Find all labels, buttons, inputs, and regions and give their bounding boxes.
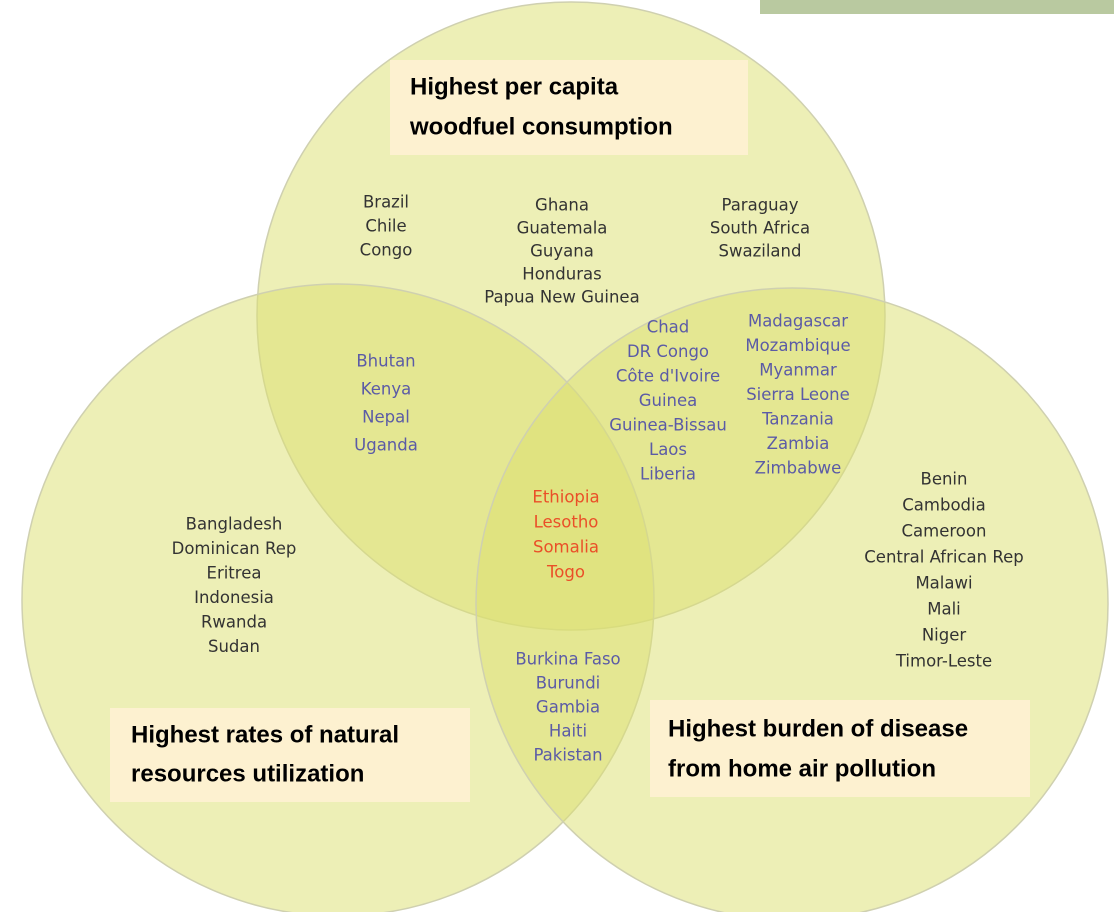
country: Cambodia	[902, 496, 985, 515]
country: Myanmar	[759, 361, 837, 380]
country: Chile	[365, 217, 406, 236]
country: Paraguay	[721, 196, 798, 215]
country: Haiti	[549, 722, 587, 741]
country: Sierra Leone	[746, 385, 850, 404]
country: Congo	[360, 241, 413, 260]
country: Laos	[649, 440, 687, 459]
photo-edge	[760, 0, 1114, 14]
country: Lesotho	[534, 513, 599, 532]
country: Togo	[546, 563, 585, 582]
country: Gambia	[536, 698, 600, 717]
country: Papua New Guinea	[484, 288, 639, 307]
country: Eritrea	[207, 564, 262, 583]
country: Malawi	[915, 574, 972, 593]
country: Tanzania	[761, 410, 834, 429]
country: Burkina Faso	[515, 650, 620, 669]
set-label: from home air pollution	[668, 755, 936, 782]
country: South Africa	[710, 219, 810, 238]
set-label: Highest per capita	[410, 73, 619, 100]
country: Timor-Leste	[895, 652, 992, 671]
country: Guinea	[639, 391, 698, 410]
country: Guinea-Bissau	[609, 416, 727, 435]
country: Sudan	[208, 637, 260, 656]
country: Brazil	[363, 193, 409, 212]
country: Honduras	[522, 265, 601, 284]
country: Kenya	[361, 380, 411, 399]
set-circle	[476, 288, 1108, 912]
country: Pakistan	[533, 746, 602, 765]
country: Uganda	[354, 436, 418, 455]
country: Zimbabwe	[755, 459, 842, 478]
country: DR Congo	[627, 342, 709, 361]
country: Zambia	[767, 434, 830, 453]
country: Guyana	[530, 242, 594, 261]
country: Swaziland	[719, 242, 802, 261]
set-label: Highest rates of natural	[131, 721, 399, 748]
country: Chad	[647, 318, 690, 337]
country: Niger	[922, 626, 967, 645]
set-label: Highest burden of disease	[668, 715, 968, 742]
set-label: woodfuel consumption	[409, 113, 673, 140]
country: Bangladesh	[186, 515, 283, 534]
country: Côte d'Ivoire	[616, 367, 720, 386]
country: Ghana	[535, 196, 589, 215]
country: Ethiopia	[532, 488, 599, 507]
country: Cameroon	[902, 522, 987, 541]
country: Liberia	[640, 465, 696, 484]
country: Mozambique	[745, 336, 850, 355]
set-label: resources utilization	[131, 760, 364, 787]
country: Benin	[921, 470, 968, 489]
country: Somalia	[533, 538, 599, 557]
country: Madagascar	[748, 312, 848, 331]
country: Central African Rep	[864, 548, 1023, 567]
country: Guatemala	[517, 219, 608, 238]
country: Dominican Rep	[172, 539, 297, 558]
country: Bhutan	[356, 352, 415, 371]
country: Mali	[927, 600, 961, 619]
country: Nepal	[362, 408, 410, 427]
country: Burundi	[536, 674, 601, 693]
country: Indonesia	[194, 588, 274, 607]
venn-diagram: Highest per capita woodfuel consumption …	[0, 0, 1114, 912]
country: Rwanda	[201, 613, 267, 632]
